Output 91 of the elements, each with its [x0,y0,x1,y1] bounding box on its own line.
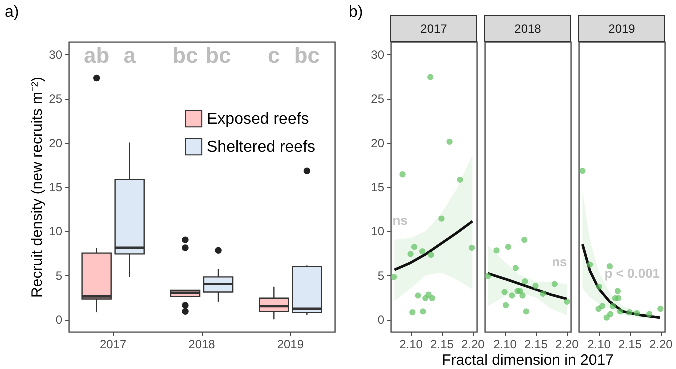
x-tick-label: 2.15 [618,338,642,352]
x-tick-label: 2019 [277,338,304,352]
point [616,295,622,302]
chart-title: a) [5,4,20,21]
y-tick-label: 5 [378,268,385,283]
x-tick-label: 2.20 [461,338,486,352]
point [596,284,602,290]
point [468,244,476,252]
x-tick-label: 2017 [100,338,128,352]
chart-subtitle: 2017 [420,22,448,36]
point [614,288,622,294]
point [617,308,624,315]
y-tick-label: 15 [371,180,385,194]
point [429,295,436,302]
y-tick-label: 10 [371,224,385,239]
chart-subtitle: 2019 [608,22,636,36]
legend-label: Exposed reefs [207,111,310,128]
point [502,289,508,296]
point [607,311,614,318]
point [512,265,520,272]
point [428,74,434,80]
point [564,298,570,306]
point [552,281,558,288]
point [428,252,434,258]
legend-label: Sheltered reefs [207,139,316,156]
point [532,282,539,290]
x-tick-label: 2018 [188,338,216,352]
y-tick-label: 5 [56,268,63,283]
x-tick-label: 2.10 [400,338,424,352]
point [415,292,422,299]
y-tick-label: 10 [49,224,63,239]
annotation: bc [172,43,198,68]
point [408,251,414,258]
point [517,288,524,294]
point [580,168,586,174]
point [509,292,516,299]
y-tick-label: 25 [49,92,63,106]
annotation: ns [552,254,568,270]
point [599,303,606,310]
point [606,263,614,270]
point [494,248,500,254]
point [522,278,528,285]
y-tick-label: 0 [56,313,63,328]
x-tick-label: 2.20 [555,338,580,352]
point [626,309,633,316]
point [610,303,616,310]
point [400,172,406,178]
annotation: bc [206,43,232,68]
point [426,292,432,298]
line-series [393,220,474,272]
x-tick-label: 2.20 [649,338,674,352]
x-tick-label: 2.15 [524,338,548,352]
point [540,290,546,298]
y-tick-label: 20 [371,136,385,150]
point [587,262,594,268]
x-tick-label: 2.10 [588,338,612,352]
point [411,244,418,250]
point [446,138,453,145]
point [523,308,530,315]
y-tick-label: 30 [371,48,385,62]
point [522,236,528,244]
point [420,308,426,315]
point [457,176,464,184]
y-tick-label: 0 [378,313,385,328]
x-tick-label: 2.10 [494,338,518,352]
point [520,292,526,299]
annotation: ns [392,213,408,228]
x-tick-label: 2.15 [430,338,454,352]
annotation: ab [84,43,110,68]
annotation: c [268,43,280,68]
y-tick-label: 15 [49,180,63,194]
point [658,306,664,312]
y-axis-title: Recruit density (new recruits m⁻²) [29,77,46,298]
annotation: a [124,43,137,68]
chart-title: b) [349,4,364,21]
chart-subtitle: 2018 [514,22,542,36]
point [505,244,512,250]
y-tick-label: 20 [49,136,63,150]
point [646,311,653,318]
point [391,274,398,280]
point [410,309,416,316]
y-tick-label: 25 [371,92,385,106]
point [502,302,510,309]
annotation: bc [294,43,320,68]
point [419,248,426,255]
x-axis-title: Fractal dimension in 2017 [442,352,614,369]
point [485,273,492,280]
y-tick-label: 30 [49,48,63,62]
point [634,310,640,317]
annotation: p < 0.001 [604,266,660,282]
point [438,216,445,222]
